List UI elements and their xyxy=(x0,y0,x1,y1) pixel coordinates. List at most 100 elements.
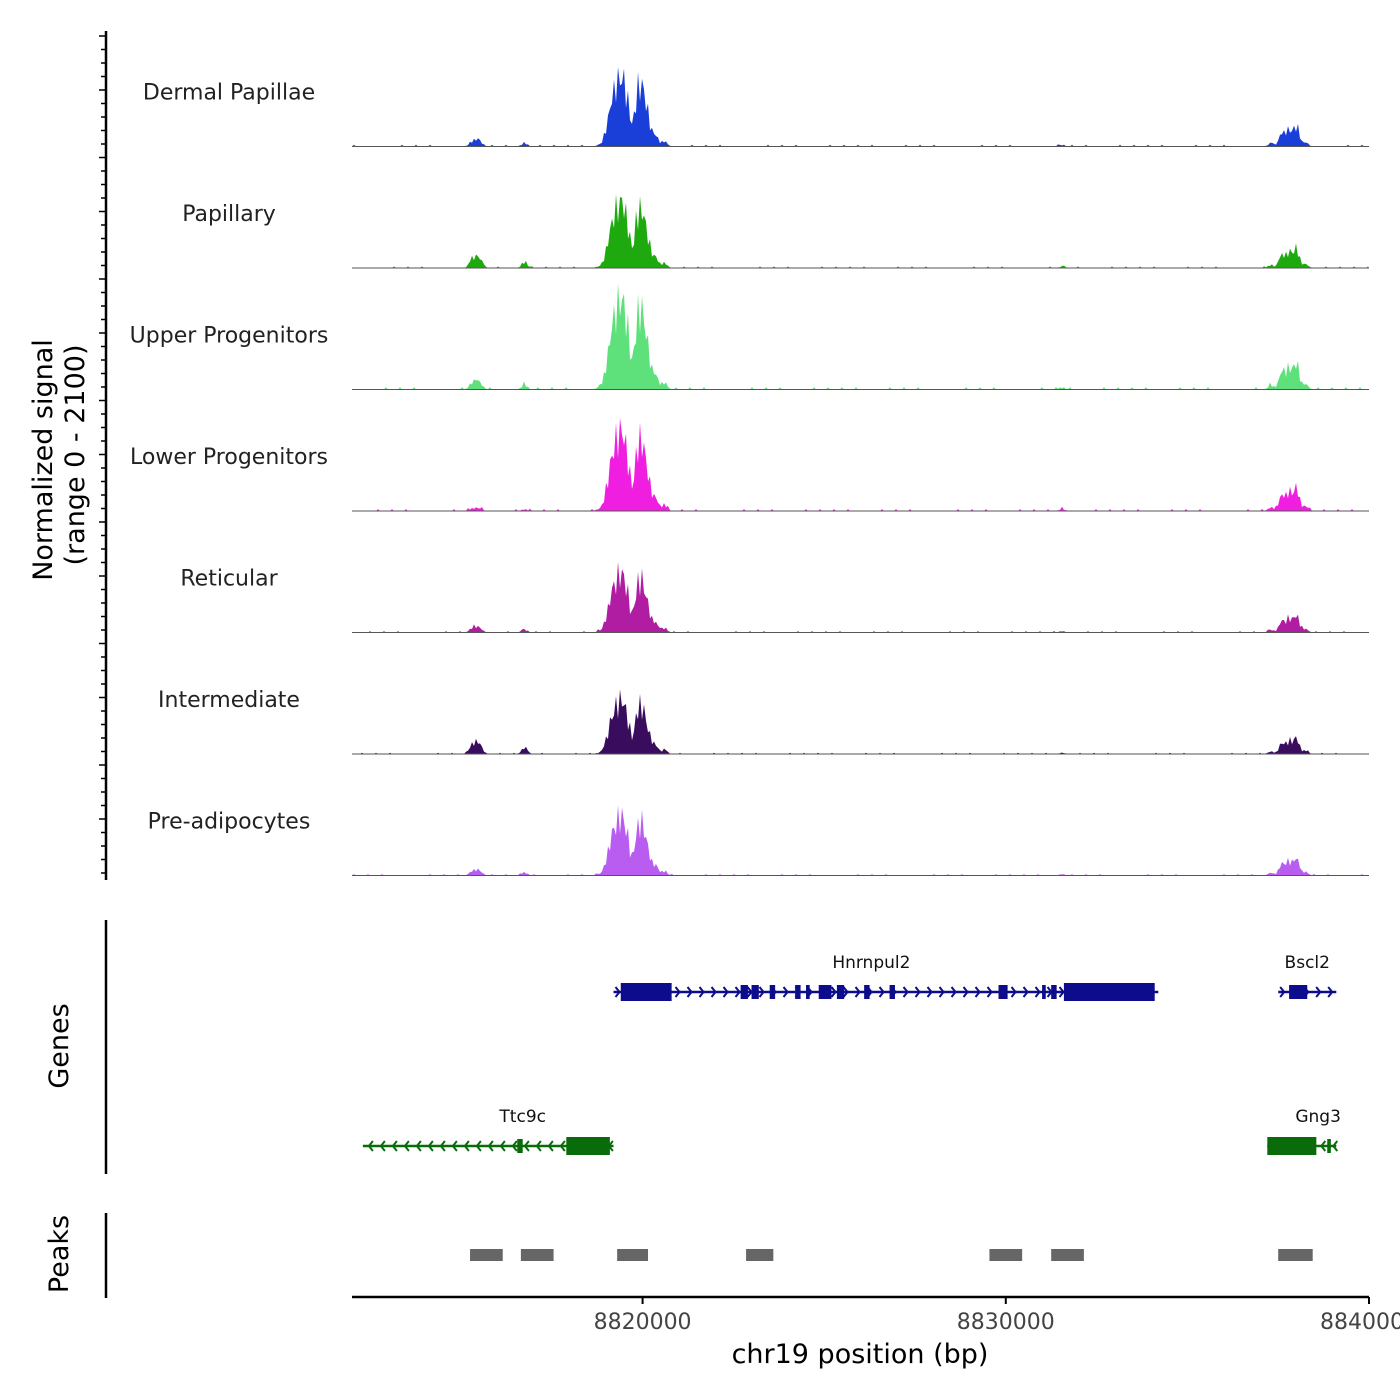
strand-arrow xyxy=(1022,986,1029,998)
strand-arrow xyxy=(986,986,993,998)
strand-arrow xyxy=(487,1140,494,1152)
exon xyxy=(566,1137,610,1155)
gene-label: Ttc9c xyxy=(498,1107,546,1127)
strand-arrow xyxy=(1332,1140,1339,1152)
strand-arrow xyxy=(746,986,753,998)
exon xyxy=(751,985,759,999)
exon xyxy=(1051,985,1057,999)
genes-panel-title: Genes xyxy=(44,1003,75,1088)
strand-arrow xyxy=(674,986,681,998)
y-axis-title-line2: (range 0 - 2100) xyxy=(60,345,91,566)
strand-arrow xyxy=(427,1140,434,1152)
strand-arrow xyxy=(391,1140,398,1152)
coverage-area xyxy=(352,194,1369,268)
strand-arrow xyxy=(559,1140,566,1152)
peak-region xyxy=(617,1249,649,1261)
strand-arrow xyxy=(475,1140,482,1152)
exon xyxy=(818,985,832,999)
strand-arrow xyxy=(1034,986,1041,998)
peak-region xyxy=(1051,1249,1084,1261)
strand-arrow xyxy=(902,986,909,998)
exon xyxy=(620,983,672,1001)
track-dermal-papillae: Dermal Papillae xyxy=(143,67,1369,147)
track-intermediate: Intermediate xyxy=(158,688,1369,755)
track-label: Reticular xyxy=(180,567,278,592)
exon xyxy=(1063,983,1155,1001)
strand-arrow xyxy=(734,986,741,998)
strand-arrow xyxy=(722,986,729,998)
coverage-area xyxy=(352,417,1369,511)
peak-region xyxy=(470,1249,503,1261)
exon xyxy=(806,985,810,999)
exon xyxy=(1289,985,1308,999)
exon xyxy=(1327,1139,1331,1153)
exon xyxy=(1042,985,1046,999)
exon xyxy=(998,985,1008,999)
gene-gng3: Gng3 xyxy=(1267,1107,1341,1155)
exon xyxy=(864,985,870,999)
exon xyxy=(1267,1137,1317,1155)
exon xyxy=(795,985,801,999)
strand-arrow xyxy=(830,986,837,998)
strand-arrow xyxy=(782,986,789,998)
strand-arrow xyxy=(950,986,957,998)
track-lower-progenitors: Lower Progenitors xyxy=(130,417,1369,512)
track-upper-progenitors: Upper Progenitors xyxy=(130,283,1369,390)
track-label: Upper Progenitors xyxy=(130,324,329,349)
x-axis-title: chr19 position (bp) xyxy=(732,1339,989,1370)
strand-arrow xyxy=(367,1140,374,1152)
strand-arrow xyxy=(686,986,693,998)
strand-arrow xyxy=(962,986,969,998)
strand-arrow xyxy=(1279,986,1286,998)
strand-arrow xyxy=(1327,986,1334,998)
strand-arrow xyxy=(379,1140,386,1152)
strand-arrow xyxy=(535,1140,542,1152)
gene-label: Gng3 xyxy=(1295,1107,1341,1127)
strand-arrow xyxy=(710,986,717,998)
exon xyxy=(836,985,845,999)
strand-arrow xyxy=(415,1140,422,1152)
coverage-tracks: Dermal Papillae Papillary Upper Progenitor… xyxy=(130,67,1369,876)
strand-arrow xyxy=(463,1140,470,1152)
strand-arrow xyxy=(523,1140,530,1152)
x-tick-label: 8820000 xyxy=(594,1310,692,1335)
strand-arrow xyxy=(451,1140,458,1152)
track-label: Dermal Papillae xyxy=(143,81,315,106)
y-axis-title-line1: Normalized signal xyxy=(28,339,59,581)
peak-region xyxy=(746,1249,774,1261)
x-tick-label: 8840000 xyxy=(1320,1310,1400,1335)
strand-arrow xyxy=(938,986,945,998)
peaks-panel xyxy=(470,1249,1313,1261)
track-label: Pre-adipocytes xyxy=(148,810,311,835)
gene-annotation-panel: Hnrnpul2 Bscl2 Ttc9c Gng3 xyxy=(362,953,1341,1155)
peak-region xyxy=(520,1249,554,1261)
exon xyxy=(740,985,748,999)
track-label: Lower Progenitors xyxy=(130,445,328,470)
track-papillary: Papillary xyxy=(182,194,1369,269)
strand-arrow xyxy=(698,986,705,998)
track-pre-adipocytes: Pre-adipocytes xyxy=(148,805,1369,876)
x-tick-label: 8830000 xyxy=(957,1310,1055,1335)
strand-arrow xyxy=(854,986,861,998)
strand-arrow xyxy=(439,1140,446,1152)
track-reticular: Reticular xyxy=(180,561,1369,633)
strand-arrow xyxy=(1058,986,1065,998)
exon xyxy=(889,985,896,999)
strand-arrow xyxy=(1010,986,1017,998)
gene-label: Bscl2 xyxy=(1285,953,1330,973)
coverage-area xyxy=(352,689,1369,754)
strand-arrow xyxy=(974,986,981,998)
coverage-area xyxy=(352,283,1369,390)
peak-region xyxy=(1278,1249,1313,1261)
coverage-area xyxy=(352,67,1369,147)
strand-arrow xyxy=(758,986,765,998)
strand-arrow xyxy=(842,986,849,998)
gene-hnrnpul2: Hnrnpul2 xyxy=(613,953,1159,1001)
gene-label: Hnrnpul2 xyxy=(832,953,910,973)
strand-arrow xyxy=(499,1140,506,1152)
x-axis: 8820000 8830000 8840000 xyxy=(352,1295,1400,1335)
exon xyxy=(517,1139,523,1153)
strand-arrow xyxy=(614,986,621,998)
gene-bscl2: Bscl2 xyxy=(1278,953,1337,999)
